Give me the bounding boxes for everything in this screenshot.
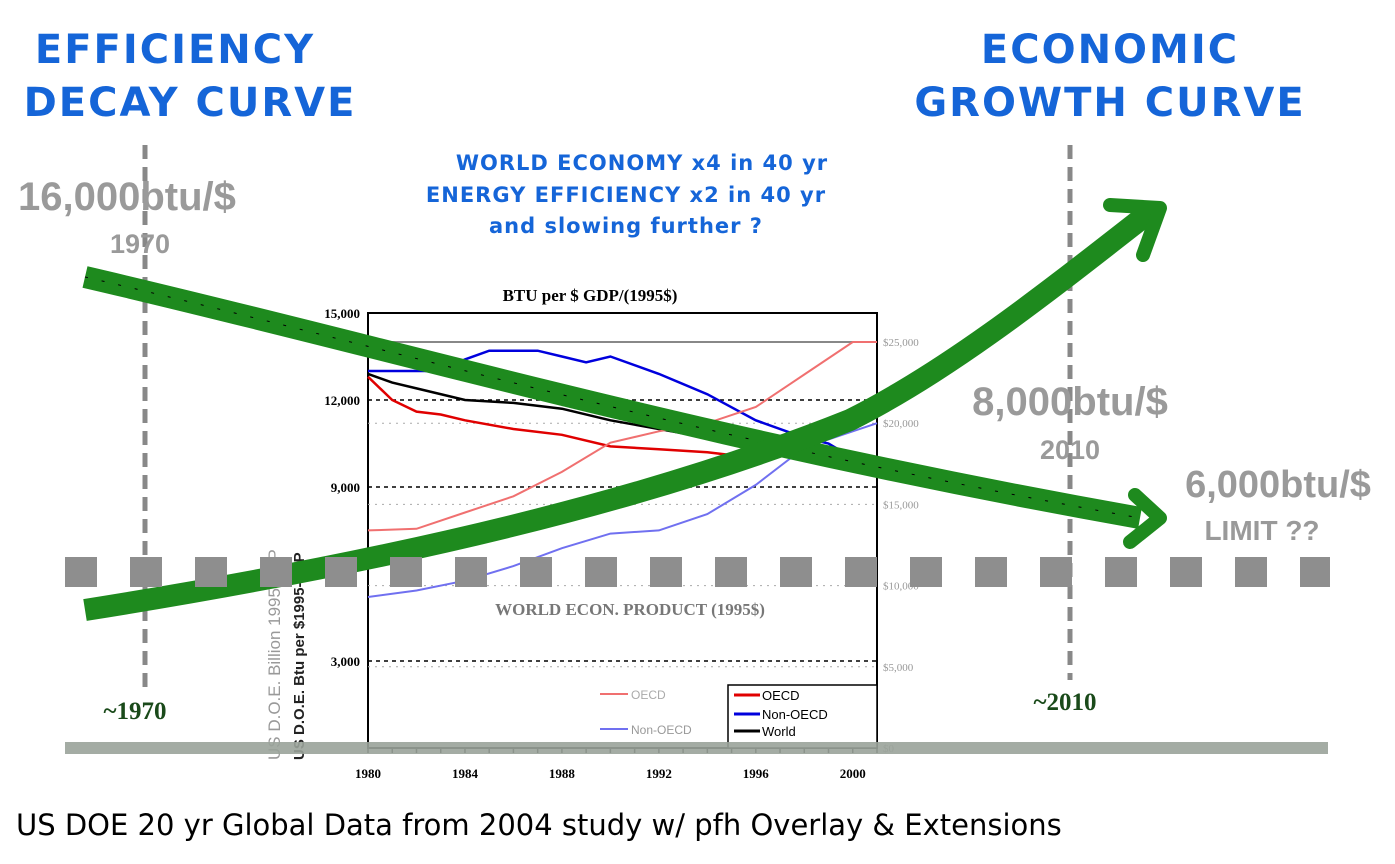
limit-label: LIMIT ?? — [1204, 515, 1319, 546]
btu-1970-label: 16,000btu/$ — [18, 175, 236, 219]
baseline-bar — [65, 742, 1328, 754]
legend-oecd-label: OECD — [762, 688, 800, 703]
y-tick-usd: $15,000 — [883, 499, 919, 511]
inner-chart-title: BTU per $ GDP/(1995$) — [503, 286, 678, 305]
summary-line3: and slowing further ? — [489, 214, 763, 238]
plot-frame — [367, 312, 878, 749]
year-2010-label: 2010 — [1040, 435, 1100, 465]
left-title-line1: EFFICIENCY — [35, 27, 315, 73]
legend-non-oecd-label: Non-OECD — [762, 707, 828, 722]
inner-doe-chart: BTU per $ GDP/(1995$) WORLD ECON. PRODUC… — [265, 286, 919, 781]
x-tick-label: 1988 — [549, 766, 576, 781]
y-axis-label-usd: US D.O.E. Billion 1995 PPP — [265, 549, 284, 760]
approx-1970-label: ~1970 — [103, 698, 166, 725]
y-tick-btu: 3,000 — [331, 654, 360, 669]
decay-curve-hatch — [84, 276, 1141, 519]
legend-world-label: World — [762, 724, 796, 739]
x-tick-label: 2000 — [840, 766, 866, 781]
x-tick-label: 1984 — [452, 766, 479, 781]
y-tick-usd: $20,000 — [883, 418, 919, 430]
x-tick-label: 1980 — [355, 766, 381, 781]
y-tick-btu: 12,000 — [324, 393, 360, 408]
y-tick-usd: $25,000 — [883, 337, 919, 349]
summary-line2: ENERGY EFFICIENCY x2 in 40 yr — [426, 183, 826, 207]
summary-line1: WORLD ECONOMY x4 in 40 yr — [456, 151, 828, 175]
decay-arrowhead — [1123, 488, 1167, 549]
series-oecd — [367, 375, 732, 457]
legend2-oecd-label: OECD — [631, 688, 666, 702]
footer-caption: US DOE 20 yr Global Data from 2004 study… — [16, 808, 1062, 842]
y-axis-label-btu: US D.O.E. Btu per $1995-PPP — [291, 552, 308, 760]
approx-2010-label: ~2010 — [1033, 689, 1096, 716]
growth-arrowhead — [1103, 198, 1167, 262]
y-tick-btu: 9,000 — [331, 480, 360, 495]
btu-2010-label: 8,000btu/$ — [972, 380, 1168, 424]
x-tick-label: 1992 — [646, 766, 672, 781]
legend2-non-oecd-label: Non-OECD — [631, 723, 692, 737]
year-1970-label: 1970 — [110, 229, 170, 259]
right-title-line1: ECONOMIC — [981, 27, 1239, 73]
inner-chart-subtitle: WORLD ECON. PRODUCT (1995$) — [495, 600, 765, 619]
left-title-line2: DECAY CURVE — [24, 80, 357, 126]
y-tick-usd: $5,000 — [883, 662, 914, 674]
series-oecd-gdp — [367, 341, 877, 532]
x-tick-label: 1996 — [743, 766, 770, 781]
right-title-line2: GROWTH CURVE — [914, 80, 1305, 126]
btu-limit-label: 6,000btu/$ — [1185, 464, 1371, 506]
y-tick-btu: 15,000 — [324, 306, 360, 321]
